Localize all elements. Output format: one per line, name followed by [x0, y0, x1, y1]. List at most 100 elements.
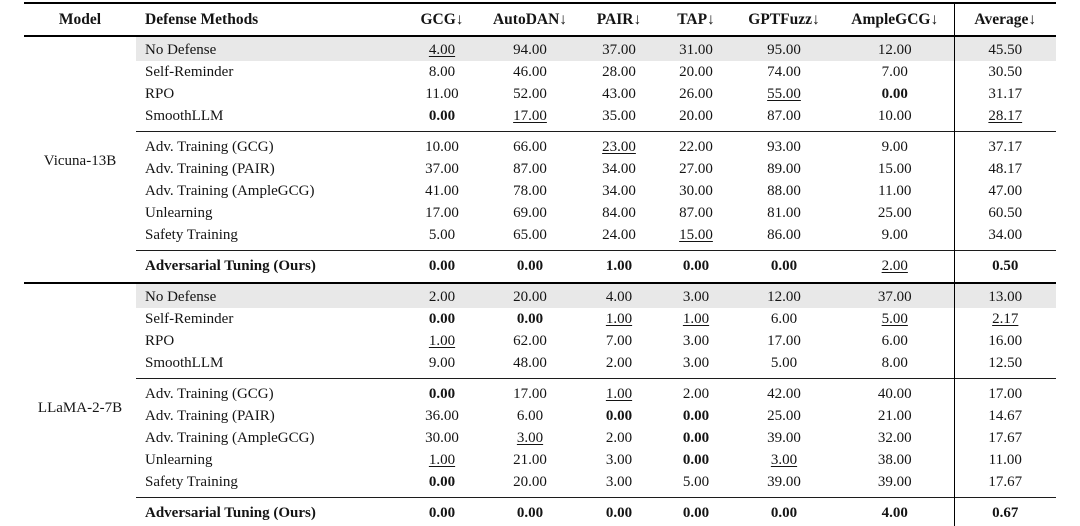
value-cell-tap: 27.00: [679, 161, 713, 177]
value-cell-avg: 0.50: [954, 250, 1056, 283]
value-cell-autodan: 46.00: [513, 64, 547, 80]
value-cell-avg: 14.67: [988, 408, 1023, 424]
table-row: Adv. Training (AmpleGCG) 30.00 3.00 2.00 0.0…: [24, 427, 1056, 449]
value-cell-pair: 3.00: [605, 474, 633, 490]
table-row: SmoothLLM 9.00 48.00 2.00 3.00 5.00 8.00 12.50: [24, 352, 1056, 379]
value-cell-ample: 7.00: [836, 61, 955, 83]
col-header-gptfuzz: GPTFuzz↓: [732, 3, 836, 37]
method-cell: Safety Training: [145, 227, 238, 243]
method-cell: Self-Reminder: [145, 64, 234, 80]
col-header-gcg: GCG↓: [402, 3, 482, 37]
value-cell-avg: 34.00: [988, 227, 1023, 243]
method-cell: No Defense: [136, 282, 402, 308]
value-cell-tap: 5.00: [682, 474, 710, 490]
value-cell-ample: 21.00: [836, 405, 955, 427]
value-cell-gptfuzz: 88.00: [767, 183, 801, 199]
value-cell-gcg: 17.00: [425, 205, 459, 221]
method-cell: Adv. Training (PAIR): [145, 408, 275, 424]
value-cell-gptfuzz: 0.00: [732, 497, 836, 526]
value-cell-avg: 37.17: [954, 131, 1056, 158]
value-cell-ample: 12.00: [836, 36, 955, 61]
value-cell-tap: 0.00: [682, 430, 710, 446]
value-cell-autodan: 20.00: [513, 474, 547, 490]
value-cell-autodan: 48.00: [513, 355, 547, 371]
value-cell-autodan: 78.00: [513, 183, 547, 199]
value-cell-gptfuzz: 0.00: [732, 250, 836, 283]
value-cell-gptfuzz: 87.00: [767, 108, 801, 124]
value-cell-ample: 2.00: [836, 250, 955, 283]
value-cell-gcg: 1.00: [428, 452, 456, 468]
value-cell-autodan: 66.00: [482, 131, 578, 158]
value-cell-gcg: 37.00: [425, 161, 459, 177]
value-cell-tap: 31.00: [660, 36, 732, 61]
value-cell-gcg: 2.00: [402, 282, 482, 308]
value-cell-ample: 5.00: [836, 308, 955, 330]
value-cell-ample: 40.00: [836, 378, 955, 405]
method-cell: Adv. Training (AmpleGCG): [145, 183, 315, 199]
value-cell-autodan: 62.00: [513, 333, 547, 349]
value-cell-pair: 28.00: [602, 64, 636, 80]
value-cell-avg: 30.50: [988, 64, 1023, 80]
value-cell-gcg: 11.00: [425, 86, 459, 102]
value-cell-tap: 0.00: [660, 250, 732, 283]
value-cell-tap: 1.00: [682, 311, 710, 327]
method-cell: No Defense: [136, 36, 402, 61]
col-header-model: Model: [24, 3, 136, 37]
value-cell-gptfuzz: 86.00: [767, 227, 801, 243]
value-cell-ample: 11.00: [836, 180, 955, 202]
value-cell-tap: 87.00: [679, 205, 713, 221]
value-cell-autodan: 21.00: [513, 452, 547, 468]
value-cell-ample: 6.00: [836, 330, 955, 352]
method-cell: RPO: [145, 86, 175, 102]
col-header-average: Average↓: [954, 3, 1056, 37]
table-row: Adv. Training (PAIR) 37.00 87.00 34.00 27.00…: [24, 158, 1056, 180]
value-cell-avg: 13.00: [954, 282, 1056, 308]
method-cell: Adversarial Tuning (Ours): [136, 250, 402, 283]
value-cell-pair: 24.00: [602, 227, 636, 243]
value-cell-tap: 3.00: [660, 282, 732, 308]
value-cell-gptfuzz: 17.00: [767, 333, 801, 349]
value-cell-gcg: 0.00: [428, 311, 456, 327]
value-cell-pair: 1.00: [605, 311, 633, 327]
header-row: Model Defense Methods GCG↓ AutoDAN↓ PAIR…: [24, 3, 1056, 37]
value-cell-avg: 12.50: [988, 355, 1023, 371]
table-row: RPO 1.00 62.00 7.00 3.00 17.00 6.00 16.00: [24, 330, 1056, 352]
value-cell-autodan: 17.00: [482, 378, 578, 405]
method-cell: SmoothLLM: [145, 355, 224, 371]
value-cell-gcg: 0.00: [428, 108, 456, 124]
value-cell-gptfuzz: 42.00: [732, 378, 836, 405]
value-cell-pair: 7.00: [605, 333, 633, 349]
value-cell-gcg: 5.00: [428, 227, 456, 243]
value-cell-tap: 2.00: [660, 378, 732, 405]
value-cell-avg: 17.67: [988, 430, 1023, 446]
table-row: Unlearning 17.00 69.00 84.00 87.00 81.00 25.00…: [24, 202, 1056, 224]
table-row: Vicuna-13B No Defense 4.00 94.00 37.00 31.00 9…: [24, 36, 1056, 169]
value-cell-pair: 1.00: [578, 378, 660, 405]
value-cell-ample: 4.00: [836, 497, 955, 526]
value-cell-pair: 34.00: [602, 161, 636, 177]
col-header-autodan: AutoDAN↓: [482, 3, 578, 37]
value-cell-tap: 3.00: [682, 355, 710, 371]
value-cell-pair: 34.00: [602, 183, 636, 199]
col-header-tap: TAP↓: [660, 3, 732, 37]
value-cell-avg: 11.00: [988, 452, 1022, 468]
table-row: Safety Training 5.00 65.00 24.00 15.00 86.00 9…: [24, 224, 1056, 251]
value-cell-pair: 2.00: [605, 430, 633, 446]
table-row: SmoothLLM 0.00 17.00 35.00 20.00 87.00 10.00 28…: [24, 105, 1056, 132]
col-header-defense-methods: Defense Methods: [136, 3, 402, 37]
table-row: RPO 11.00 52.00 43.00 26.00 55.00 0.00 31.17: [24, 83, 1056, 105]
value-cell-tap: 0.00: [682, 408, 710, 424]
value-cell-autodan: 0.00: [482, 497, 578, 526]
value-cell-gptfuzz: 93.00: [732, 131, 836, 158]
value-cell-pair: 84.00: [602, 205, 636, 221]
value-cell-gptfuzz: 25.00: [767, 408, 801, 424]
value-cell-autodan: 20.00: [482, 282, 578, 308]
value-cell-avg: 31.17: [988, 86, 1023, 102]
model-cell: Vicuna-13B: [43, 152, 117, 169]
method-cell: RPO: [145, 333, 175, 349]
value-cell-ample: 38.00: [836, 449, 955, 471]
table-row: Safety Training 0.00 20.00 3.00 5.00 39.00 39.…: [24, 471, 1056, 498]
table-row: Adv. Training (PAIR) 36.00 6.00 0.00 0.00 25.…: [24, 405, 1056, 427]
value-cell-ample: 10.00: [836, 105, 955, 132]
value-cell-ample: 9.00: [836, 131, 955, 158]
